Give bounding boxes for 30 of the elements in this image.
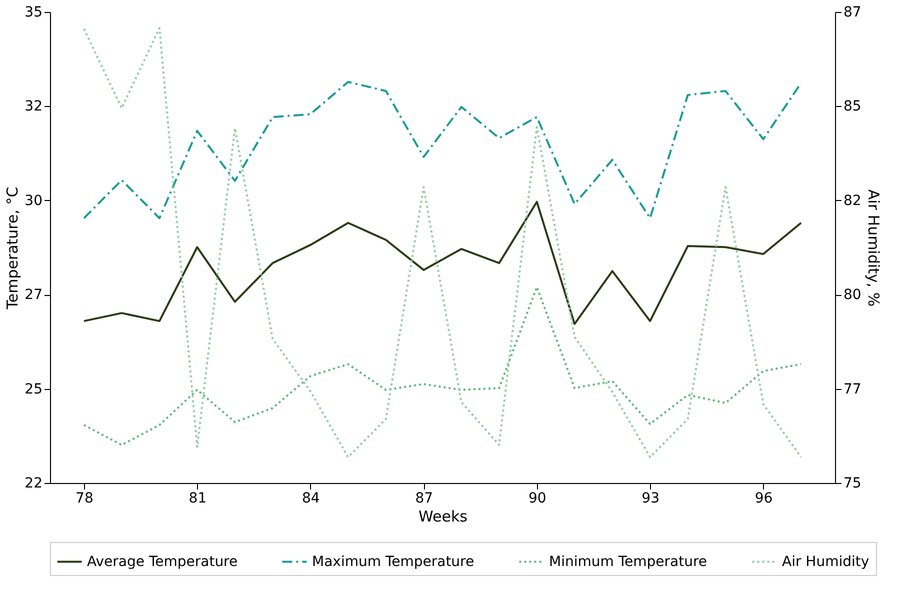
y2-tick-label: 85	[844, 98, 862, 115]
y-tick-label: 22	[24, 476, 42, 492]
line-series	[82, 27, 802, 458]
y2-tick-label: 82	[844, 192, 862, 209]
y-tick-label: 25	[24, 381, 42, 398]
legend-label: Maximum Temperature	[312, 554, 474, 570]
y2-axis-title: Air Humidity, %	[864, 189, 882, 307]
line-series	[82, 80, 802, 220]
x-tick-label: 90	[528, 490, 546, 506]
x-tick-label: 93	[642, 490, 660, 506]
legend-label: Air Humidity	[782, 554, 870, 570]
x-tick-label: 96	[754, 490, 773, 506]
line-series	[82, 200, 802, 325]
y-axis-title: Temperature, °C	[4, 186, 22, 310]
x-axis-title: Weeks	[418, 508, 468, 526]
y2-tick-label: 87	[844, 4, 862, 20]
x-tick-label: 78	[76, 490, 94, 506]
y-tick-label: 30	[24, 192, 42, 209]
legend-label: Minimum Temperature	[549, 554, 708, 570]
y2-tick-label: 75	[844, 476, 862, 492]
y-tick-label: 35	[24, 4, 42, 20]
x-tick-label: 84	[302, 490, 320, 506]
y-tick-label: 27	[24, 287, 42, 304]
line-series	[82, 286, 802, 446]
x-tick-label: 87	[415, 490, 434, 506]
x-tick-label: 81	[188, 490, 207, 506]
y2-tick-label: 77	[844, 381, 862, 398]
y2-tick-label: 80	[844, 287, 862, 304]
legend-label: Average Temperature	[87, 554, 238, 570]
y-tick-label: 32	[24, 98, 42, 115]
